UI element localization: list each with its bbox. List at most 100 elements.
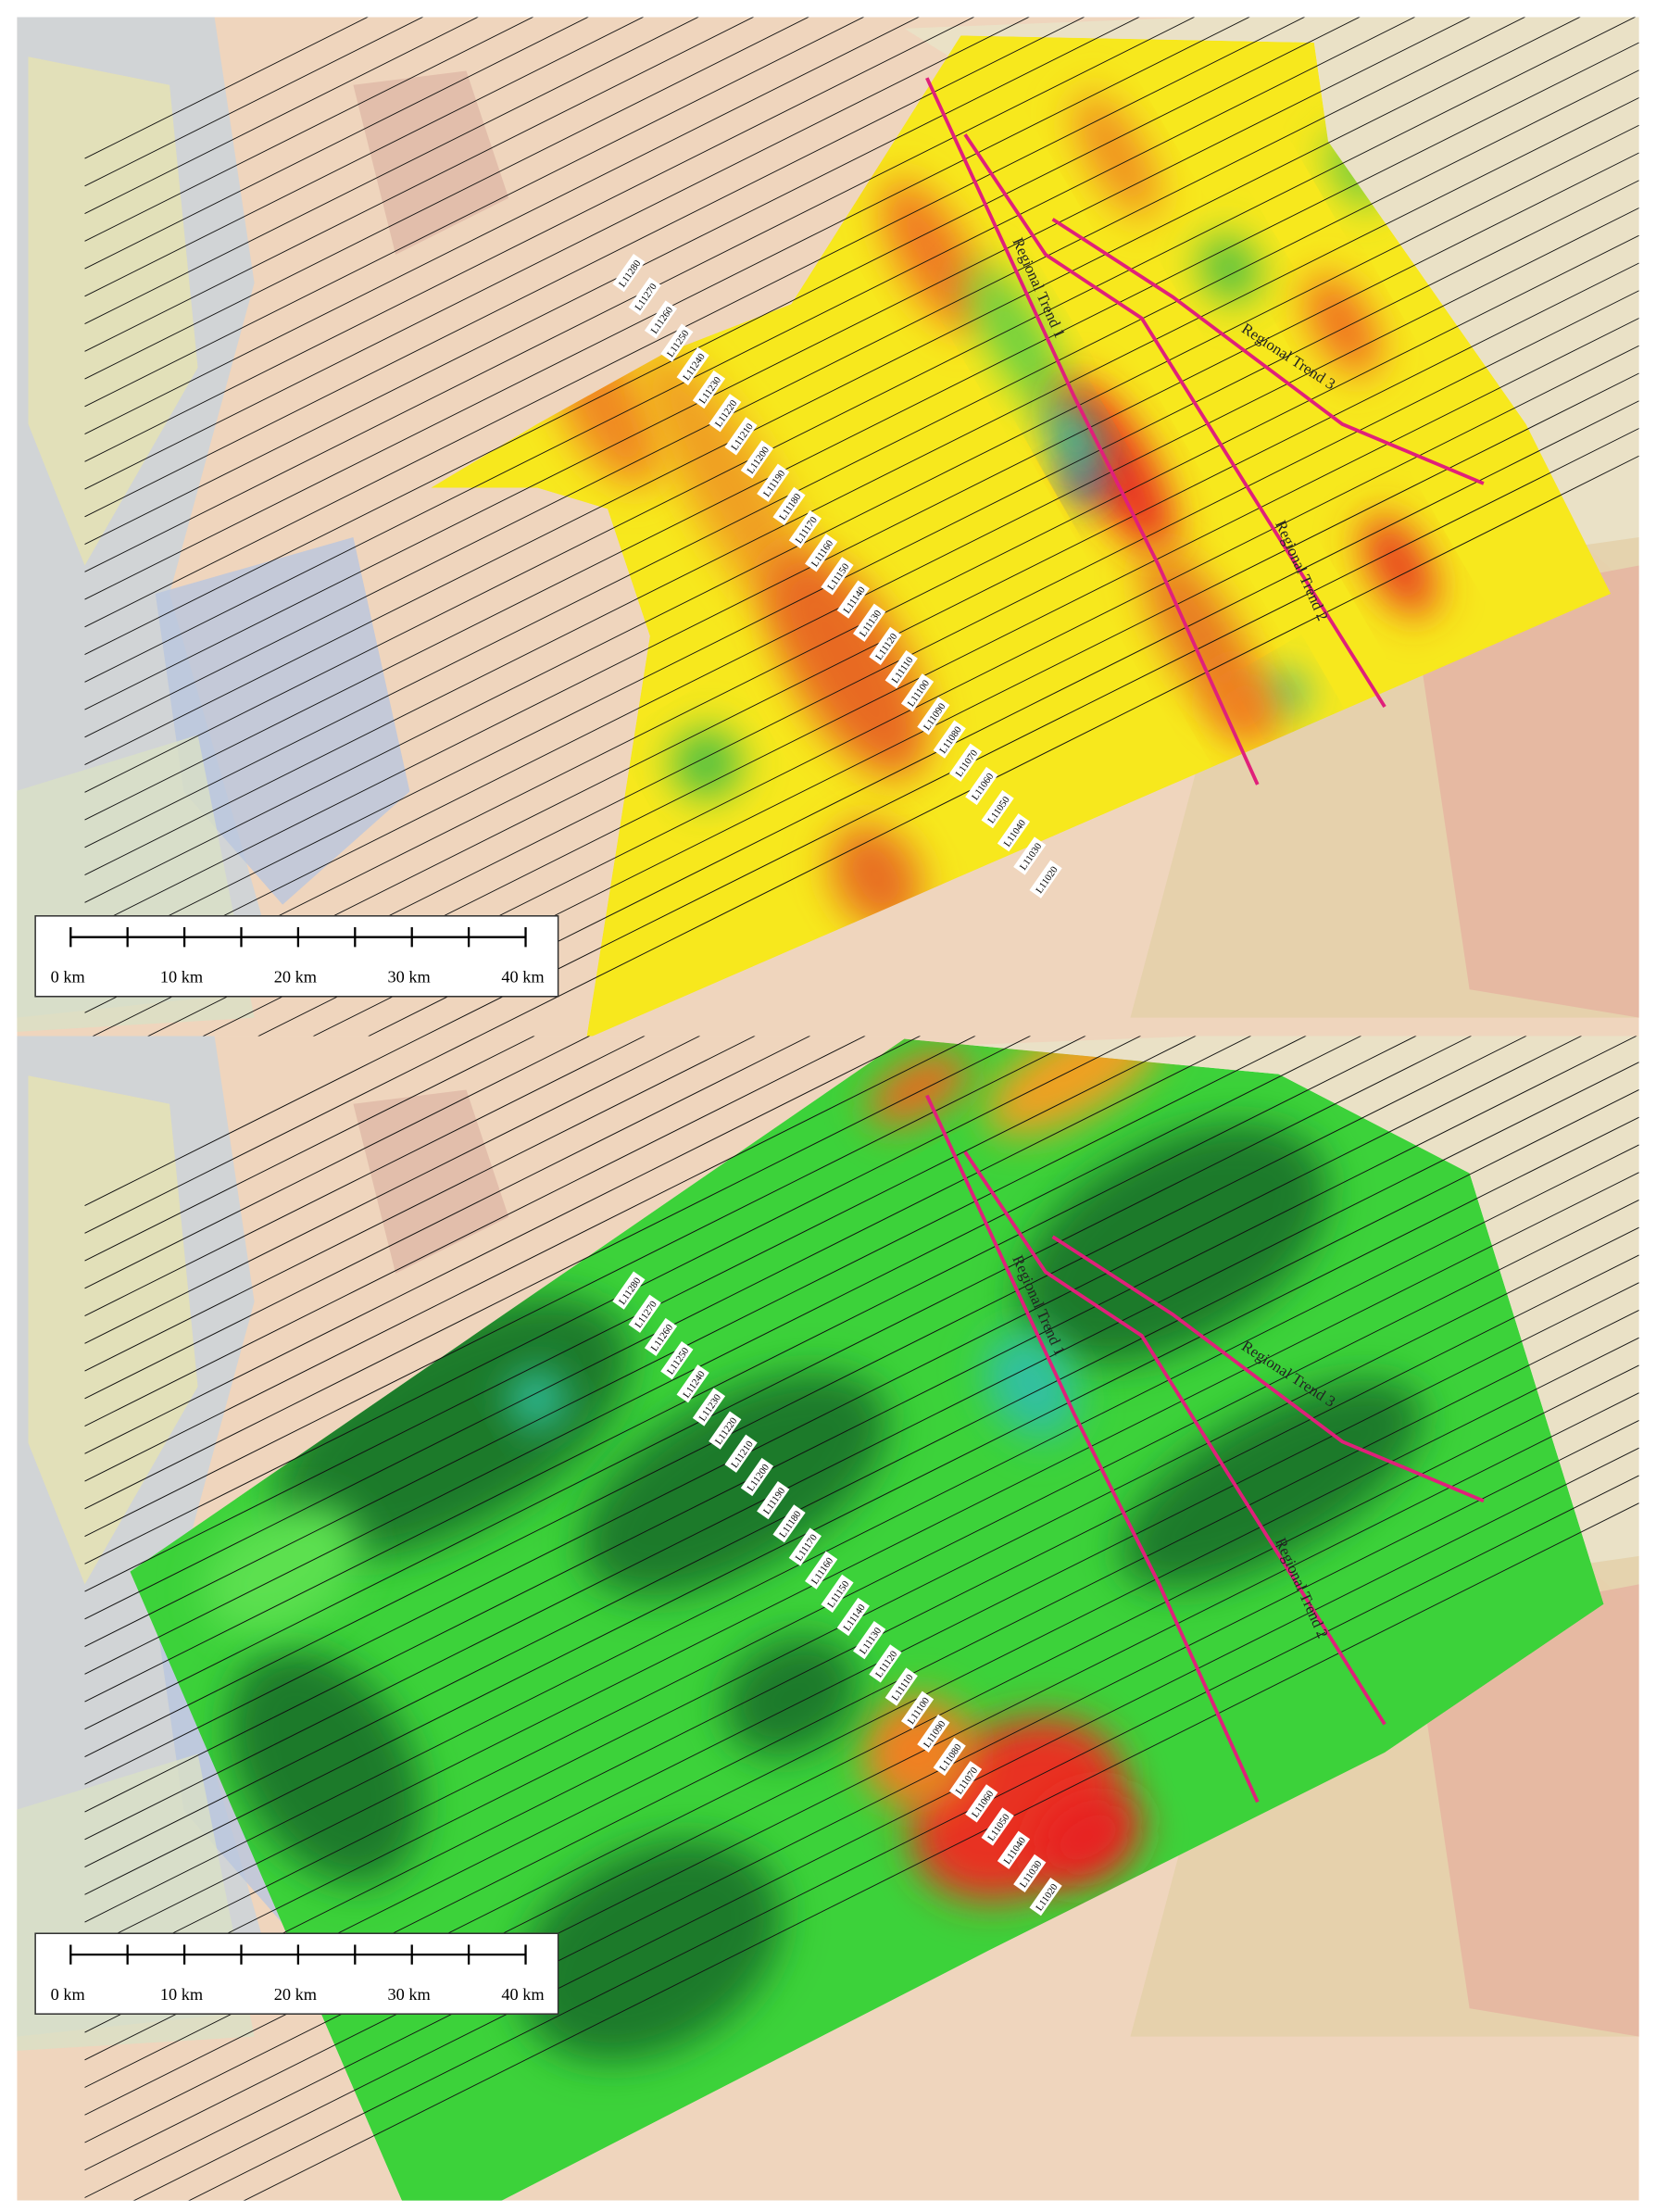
flight-line bbox=[84, 17, 699, 324]
flight-line bbox=[132, 1447, 1639, 2201]
flight-line bbox=[84, 17, 645, 297]
anomaly bbox=[1211, 667, 1276, 747]
scale-label: 30 km bbox=[388, 968, 431, 987]
flight-line bbox=[84, 1036, 1307, 1647]
label-box bbox=[933, 720, 966, 759]
trend-line bbox=[1051, 218, 1485, 485]
label-box bbox=[676, 346, 709, 385]
anomaly bbox=[273, 1296, 631, 1559]
trend-line bbox=[963, 1150, 1386, 1726]
label-box bbox=[1013, 1854, 1047, 1893]
label-box bbox=[948, 743, 983, 782]
label-box bbox=[836, 580, 870, 619]
label-box bbox=[772, 1504, 806, 1543]
label-box bbox=[836, 1597, 870, 1637]
scale-label: 0 km bbox=[51, 1985, 85, 2004]
geology-unit bbox=[28, 57, 198, 566]
flight-line bbox=[478, 455, 1639, 1037]
flight-line bbox=[84, 1036, 425, 1206]
scale-label: 0 km bbox=[51, 968, 85, 987]
flight-line bbox=[84, 17, 865, 408]
flight-line bbox=[84, 17, 1416, 683]
flight-line bbox=[368, 400, 1639, 1037]
scale-label: 10 km bbox=[160, 968, 203, 987]
label-box bbox=[917, 697, 950, 735]
flight-line bbox=[84, 1036, 866, 1426]
scale-label: 40 km bbox=[501, 968, 544, 987]
scale-label: 20 km bbox=[274, 1985, 317, 2004]
anomaly bbox=[867, 1050, 970, 1126]
flight-line bbox=[84, 17, 424, 187]
flight-line bbox=[84, 1062, 1639, 1841]
label-box bbox=[1029, 1877, 1062, 1917]
label-box bbox=[821, 1574, 854, 1613]
label-box bbox=[644, 300, 678, 339]
label-box bbox=[757, 1481, 790, 1520]
flight-line bbox=[84, 180, 1639, 959]
label-box bbox=[981, 1807, 1014, 1846]
flight-line bbox=[84, 1036, 1583, 1785]
flight-line bbox=[84, 17, 479, 214]
trend-line bbox=[963, 133, 1386, 709]
anomaly bbox=[1120, 1379, 1424, 1589]
flight-line bbox=[84, 97, 1639, 875]
label-box bbox=[805, 1551, 838, 1590]
anomaly bbox=[1198, 234, 1260, 303]
flight-line bbox=[84, 1036, 1417, 1703]
anomaly bbox=[880, 179, 985, 331]
label-box bbox=[917, 1714, 950, 1753]
anomaly bbox=[582, 1372, 888, 1597]
flight-line bbox=[84, 17, 1196, 572]
label-box bbox=[805, 534, 838, 572]
flight-line bbox=[84, 1036, 1637, 1813]
flight-line bbox=[84, 152, 1639, 931]
flight-line bbox=[84, 17, 1250, 600]
scale-bar: 0 km 10 km 20 km 30 km 40 km bbox=[34, 915, 559, 998]
label-box bbox=[997, 1830, 1031, 1869]
flight-line bbox=[84, 1036, 1197, 1592]
anomaly bbox=[985, 1331, 1078, 1439]
trend-line bbox=[925, 1094, 1260, 1804]
anomaly bbox=[1073, 93, 1160, 219]
flight-line bbox=[84, 1036, 1252, 1620]
flight-line bbox=[188, 1475, 1639, 2201]
flight-line bbox=[84, 17, 1361, 655]
label-box bbox=[709, 1411, 742, 1450]
label-box bbox=[1013, 836, 1047, 875]
flight-line bbox=[84, 1036, 591, 1289]
geology-unit bbox=[1412, 1584, 1639, 2037]
flight-line bbox=[84, 1036, 1473, 1730]
flight-line bbox=[84, 17, 809, 380]
flight-line bbox=[92, 262, 1639, 1037]
flight-line bbox=[84, 17, 589, 270]
flight-line bbox=[84, 17, 1140, 545]
label-box bbox=[1029, 860, 1062, 899]
flight-line bbox=[243, 1502, 1639, 2201]
trend-line bbox=[925, 77, 1260, 786]
label-box bbox=[692, 1388, 726, 1426]
label-box bbox=[612, 254, 646, 293]
flight-line bbox=[84, 17, 1030, 490]
flight-line bbox=[84, 1036, 1032, 1510]
label-box bbox=[692, 370, 726, 409]
scale-label: 30 km bbox=[388, 1985, 431, 2004]
flight-line bbox=[84, 1036, 481, 1234]
scale-box bbox=[34, 1932, 559, 2015]
label-box bbox=[869, 626, 902, 666]
geology-unit bbox=[353, 1089, 509, 1274]
anomaly bbox=[518, 1839, 783, 2062]
flight-line bbox=[84, 1036, 1142, 1565]
flight-line bbox=[84, 124, 1639, 903]
label-box bbox=[628, 277, 661, 316]
flight-line bbox=[84, 1089, 1639, 1867]
flight-line bbox=[84, 1144, 1639, 1923]
flight-line bbox=[84, 1392, 1639, 2171]
scale-label: 40 km bbox=[501, 1985, 544, 2004]
label-box bbox=[772, 486, 806, 526]
anomaly bbox=[1304, 274, 1380, 377]
flight-line bbox=[84, 17, 920, 434]
flight-line bbox=[84, 1036, 535, 1262]
label-box bbox=[740, 1457, 774, 1497]
flight-line bbox=[84, 17, 975, 462]
